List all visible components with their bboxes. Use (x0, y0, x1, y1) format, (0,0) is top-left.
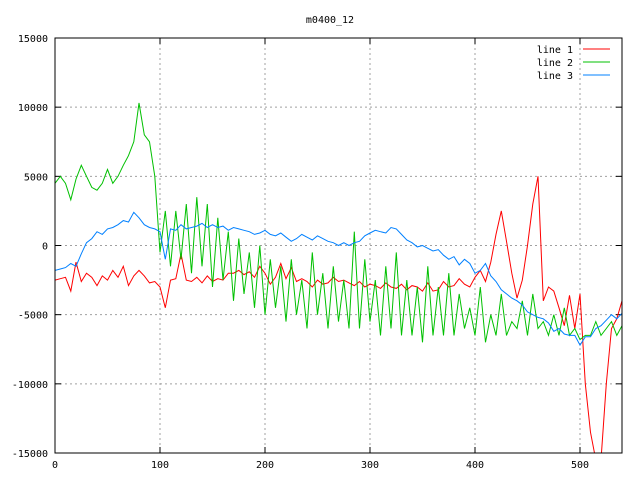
x-tick-label: 500 (571, 460, 589, 471)
chart-title: m0400_12 (306, 15, 354, 26)
legend-label: line 3 (537, 71, 573, 82)
legend: line 1 line 2 line 3 (537, 45, 610, 82)
plot-frame (54, 37, 623, 454)
series-group (55, 102, 622, 453)
y-tick-label: -15000 (12, 449, 48, 460)
y-tick-label: 15000 (18, 34, 48, 45)
y-tick-label: 0 (42, 242, 48, 253)
series-line-2 (55, 102, 622, 343)
x-tick-label: 100 (151, 460, 169, 471)
x-tick-label: 400 (466, 460, 484, 471)
x-tick-label: 200 (256, 460, 274, 471)
y-tick-label: 5000 (24, 172, 48, 183)
y-tick-label: 10000 (18, 103, 48, 114)
legend-label: line 1 (537, 45, 573, 56)
series-line-3 (55, 211, 622, 347)
x-tick-label: 0 (52, 460, 58, 471)
series-line-1 (55, 176, 622, 453)
x-tick-label: 300 (361, 460, 379, 471)
legend-label: line 2 (537, 58, 573, 69)
y-tick-label: -10000 (12, 380, 48, 391)
axis-ticks: 0 100 200 300 400 500 -15000 -10000 -5000 0 5000 10… (12, 34, 622, 471)
y-tick-label: -5000 (18, 311, 48, 322)
grid (55, 38, 622, 453)
